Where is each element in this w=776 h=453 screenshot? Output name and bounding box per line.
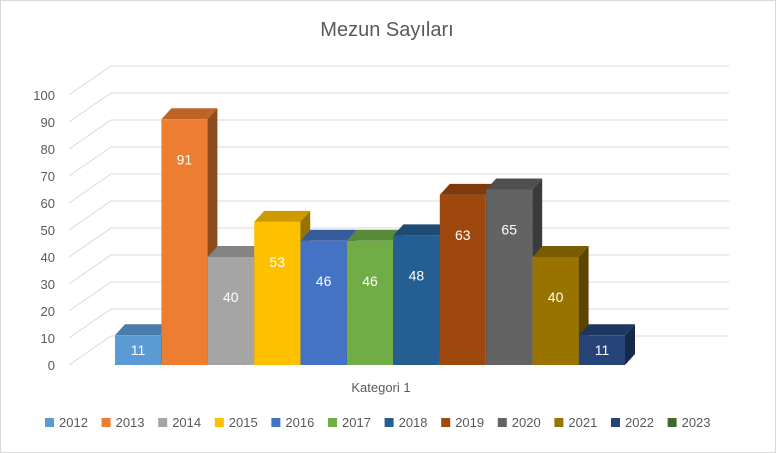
y-tick-label: 60 — [41, 196, 55, 211]
legend-item-2022[interactable]: 2022 — [611, 415, 654, 430]
bar-front — [207, 257, 254, 365]
gridline — [68, 173, 729, 204]
gridlines — [68, 65, 729, 366]
bar-value-label: 65 — [501, 222, 517, 238]
bar-value-label: 11 — [595, 342, 610, 358]
bar-top — [393, 224, 450, 236]
legend-swatch — [384, 418, 394, 427]
bar-side — [625, 324, 635, 365]
bar-2020: 65 — [486, 178, 543, 365]
legend-item-2016[interactable]: 2016 — [271, 415, 314, 430]
bar-value-label: 46 — [362, 273, 378, 289]
legend-label: 2018 — [399, 415, 428, 430]
bar-top — [486, 178, 543, 190]
bar-front — [161, 119, 208, 365]
gridline — [68, 65, 729, 96]
bar-top — [579, 324, 635, 336]
bar-top — [254, 210, 311, 222]
gridline — [68, 146, 729, 177]
bar-front — [254, 221, 301, 365]
legend-swatch — [45, 418, 54, 427]
y-tick-label: 20 — [41, 304, 55, 319]
bar-value-label: 91 — [177, 151, 193, 167]
bar-front — [393, 235, 440, 365]
legend-item-2012[interactable]: 2012 — [45, 415, 88, 430]
legend-item-2014[interactable]: 2014 — [158, 415, 201, 430]
bar-value-label: 46 — [316, 273, 332, 289]
legend-label: 2021 — [568, 415, 597, 430]
legend-item-2015[interactable]: 2015 — [214, 415, 258, 430]
legend-label: 2022 — [625, 415, 654, 430]
bar-top — [347, 229, 403, 241]
legend-item-2017[interactable]: 2017 — [328, 415, 371, 430]
bar-front — [347, 240, 393, 365]
legend-item-2021[interactable]: 2021 — [554, 415, 597, 430]
legend-swatch — [214, 418, 224, 427]
legend-item-2023[interactable]: 2023 — [667, 415, 711, 430]
y-tick-label: 80 — [41, 142, 55, 157]
legend-swatch — [271, 418, 281, 427]
bar-value-label: 48 — [409, 267, 425, 283]
bar-value-label: 40 — [223, 289, 239, 305]
legend-label: 2014 — [172, 415, 201, 430]
bar-2022: 11 — [579, 324, 635, 365]
legend-swatch — [554, 418, 564, 427]
legend-item-2019[interactable]: 2019 — [441, 415, 484, 430]
chart-title: Mezun Sayıları — [320, 19, 453, 41]
bar-front — [532, 257, 579, 365]
legend-label: 2023 — [682, 415, 711, 430]
bar-front — [579, 335, 625, 365]
y-tick-label: 0 — [48, 358, 55, 373]
y-tick-label: 40 — [41, 250, 55, 265]
y-tick-label: 30 — [41, 277, 55, 292]
legend-item-2018[interactable]: 2018 — [384, 415, 428, 430]
bar-value-label: 11 — [131, 342, 146, 358]
legend-swatch — [497, 418, 507, 427]
bar-top — [207, 246, 264, 257]
bar-top — [532, 246, 589, 257]
y-tick-label: 50 — [41, 223, 55, 238]
legend-label: 2015 — [229, 415, 258, 430]
legend-swatch — [158, 418, 168, 427]
legend-label: 2012 — [59, 415, 88, 430]
legend-swatch — [101, 418, 111, 427]
y-tick-label: 10 — [41, 331, 55, 346]
legend-swatch — [667, 418, 677, 427]
legend-label: 2013 — [116, 415, 145, 430]
gridline — [68, 119, 729, 150]
x-axis-category-label: Kategori 1 — [351, 380, 410, 395]
legend-swatch — [611, 418, 620, 427]
y-tick-label: 100 — [33, 88, 55, 103]
bar-front — [486, 189, 533, 365]
y-axis-ticks: 0 10 20 30 40 50 60 70 80 90 100 — [33, 88, 55, 373]
legend-swatch — [441, 418, 451, 427]
legend-label: 2017 — [342, 415, 371, 430]
legend-item-2013[interactable]: 2013 — [101, 415, 145, 430]
gridline — [68, 92, 729, 123]
y-tick-label: 90 — [41, 115, 55, 130]
legend[interactable]: 2012 2013 2014 2015 2016 2017 2018 2019 2020 2021… — [45, 415, 711, 430]
bar-value-label: 63 — [455, 227, 471, 243]
bars: 11 91 40 53 46 46 48 63 65 40 11 — [115, 108, 635, 366]
bar-front — [115, 335, 161, 365]
y-tick-label: 70 — [41, 169, 55, 184]
legend-label: 2016 — [285, 415, 314, 430]
bar-2014: 40 — [207, 246, 264, 365]
bar-front — [300, 240, 347, 365]
legend-label: 2019 — [455, 415, 484, 430]
legend-item-2020[interactable]: 2020 — [497, 415, 541, 430]
bar-top — [161, 108, 218, 120]
bar-front — [439, 194, 486, 365]
bar-top — [439, 183, 496, 195]
bar-value-label: 53 — [269, 254, 285, 270]
bar-value-label: 40 — [548, 289, 564, 305]
legend-swatch — [328, 418, 337, 427]
bar-top — [300, 229, 357, 241]
legend-label: 2020 — [512, 415, 541, 430]
bar-top — [115, 324, 171, 336]
